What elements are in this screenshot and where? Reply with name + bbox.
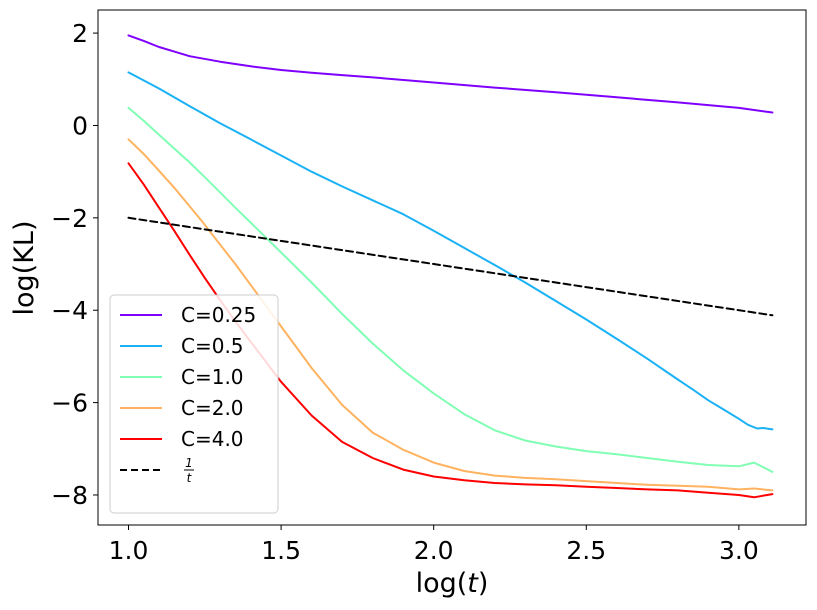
- x-tick-label: 1.5: [261, 536, 301, 565]
- legend-label-4: C=2.0: [181, 396, 244, 420]
- series-line-3: [127, 106, 774, 473]
- series-lines: [127, 34, 774, 499]
- legend-label-3: C=1.0: [181, 365, 244, 389]
- y-tick-label: −2: [51, 204, 88, 233]
- legend-label-1: C=0.25: [181, 303, 256, 327]
- x-axis-label: log(t): [416, 568, 489, 599]
- x-tick-label: 2.5: [566, 536, 606, 565]
- x-tick-label: 1.0: [109, 536, 149, 565]
- series-line-4: [127, 138, 774, 492]
- legend-label-fraction-numerator: 1: [185, 456, 193, 470]
- y-tick-label: 0: [72, 111, 88, 140]
- x-tick-label: 2.0: [414, 536, 454, 565]
- legend: C=0.25 C=0.5 C=1.0 C=2.0 C=4.0 1t: [109, 294, 279, 514]
- y-tick-label: −6: [51, 389, 88, 418]
- plot-frame: [97, 9, 807, 526]
- series-line-2: [127, 71, 774, 431]
- legend-label-5: C=4.0: [181, 427, 244, 451]
- y-tick-label: −8: [51, 481, 88, 510]
- y-axis-ticks: 2 0 −2 −4 −6 −8: [51, 19, 98, 510]
- x-tick-label: 3.0: [719, 536, 759, 565]
- series-line-5: [127, 162, 774, 499]
- legend-label-fraction-denominator: t: [187, 471, 193, 485]
- y-tick-label: −4: [51, 296, 88, 325]
- series-line-1: [127, 34, 774, 114]
- series-line-6: [127, 216, 774, 317]
- y-tick-label: 2: [72, 19, 88, 48]
- y-axis-label: log(KL): [9, 221, 40, 316]
- legend-label-2: C=0.5: [181, 334, 244, 358]
- legend-frame: [109, 294, 279, 514]
- x-axis-ticks: 1.0 1.5 2.0 2.5 3.0: [109, 525, 759, 565]
